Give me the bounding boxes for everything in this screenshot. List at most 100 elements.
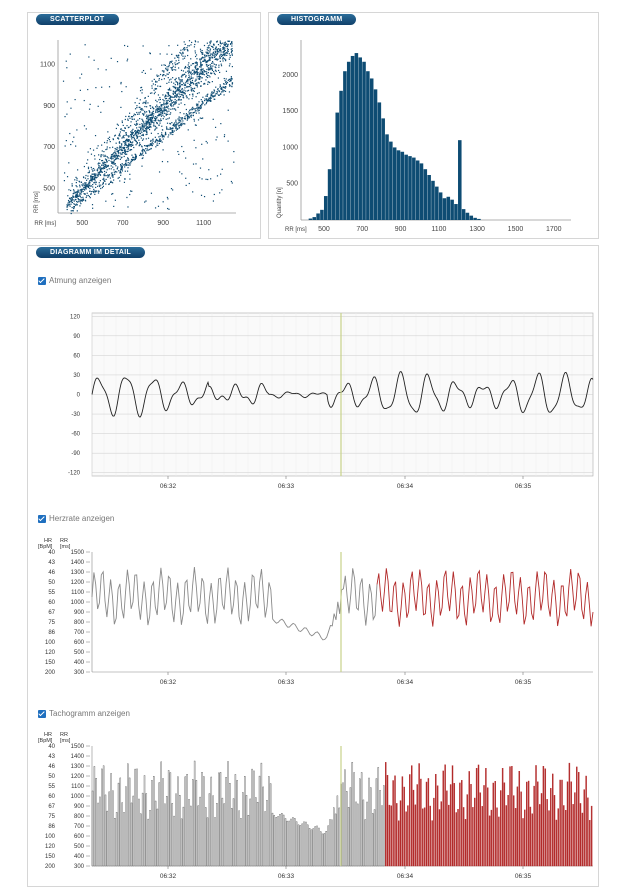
scatter-point (182, 92, 184, 94)
scatter-point (94, 180, 96, 182)
scatter-point (97, 175, 99, 177)
scatter-point (182, 73, 184, 76)
scatter-point (143, 113, 145, 115)
scatter-point (107, 131, 109, 133)
scatter-point (199, 64, 202, 66)
y-tick-label: -90 (71, 451, 80, 457)
hr-tick-label: 120 (45, 650, 56, 656)
scatter-point (116, 123, 118, 125)
scatter-point (210, 66, 212, 68)
scatter-point (169, 103, 171, 105)
scatter-point (152, 125, 155, 127)
tachogram-bar (180, 818, 183, 867)
scatter-point (151, 117, 153, 119)
scatter-point (90, 179, 92, 181)
scatter-point (68, 202, 71, 204)
tachogram-bar (260, 762, 263, 867)
scatter-point (117, 158, 119, 160)
scatter-point (203, 57, 205, 59)
scatter-point (89, 190, 91, 192)
tachogram-bar (130, 802, 133, 867)
scatter-point (144, 125, 146, 127)
scatter-point (175, 60, 177, 62)
scatter-point (180, 99, 182, 101)
scatter-point (139, 106, 141, 109)
scatter-point (72, 199, 74, 201)
scatter-point (70, 197, 73, 199)
scatter-point (163, 74, 165, 76)
scatter-point (215, 139, 217, 141)
scatter-point (135, 122, 138, 124)
tachogram-bar (292, 817, 294, 867)
scatter-point (218, 64, 220, 66)
scatter-point (211, 95, 214, 97)
scatter-point (212, 65, 214, 67)
scatter-point (177, 54, 180, 56)
tachogram-bar (299, 825, 302, 867)
tachogram-checkbox[interactable]: Tachogramm anzeigen (38, 709, 130, 718)
scatter-point (129, 117, 131, 119)
tachogram-bar (507, 794, 509, 867)
scatter-point (167, 95, 169, 97)
scatter-point (126, 153, 128, 155)
scatter-point (132, 141, 134, 143)
scatter-point (131, 116, 133, 118)
checkbox-checked-icon[interactable] (38, 709, 46, 718)
scatter-point (158, 113, 161, 115)
scatter-point (110, 172, 113, 174)
scatter-point (194, 50, 196, 52)
scatter-point (94, 158, 96, 160)
scatter-point (179, 51, 181, 54)
scatter-point (185, 177, 187, 179)
scatter-point (90, 174, 92, 177)
scatter-point (166, 70, 168, 72)
scatter-point (192, 95, 194, 97)
scatter-point (79, 205, 81, 207)
respiration-checkbox[interactable]: Atmung anzeigen (38, 276, 111, 285)
scatter-point (127, 140, 129, 143)
scatter-point (79, 189, 81, 191)
scatter-point (213, 43, 215, 45)
tachogram-bar (572, 804, 574, 867)
scatter-point (219, 49, 221, 51)
tachogram-bar (566, 781, 569, 867)
scatter-point (226, 46, 229, 48)
scatter-point (198, 82, 200, 84)
scatter-point (101, 187, 104, 189)
scatter-point (171, 99, 173, 101)
scatter-point (120, 106, 122, 109)
x-tick-label: 900 (157, 220, 169, 227)
scatter-point (142, 157, 144, 159)
scatter-point (106, 142, 108, 144)
scatter-point (143, 114, 145, 116)
rr-tick-label: 500 (74, 844, 85, 850)
tachogram-bar (327, 825, 329, 867)
scatter-point (220, 49, 222, 52)
scatter-point (155, 108, 157, 111)
tachogram-bar (514, 808, 517, 867)
scatter-point (189, 83, 191, 86)
hr-tick-label: 43 (48, 560, 55, 566)
scatter-point (220, 53, 222, 55)
checkbox-checked-icon[interactable] (38, 514, 46, 523)
scatter-point (140, 145, 143, 147)
scatter-point (184, 84, 187, 86)
scatter-point (66, 101, 68, 103)
scatter-point (196, 68, 198, 70)
checkbox-checked-icon[interactable] (38, 276, 46, 285)
scatter-point (88, 108, 91, 110)
scatter-point (131, 190, 133, 192)
tachogram-bar (97, 802, 99, 867)
scatter-point (127, 118, 129, 120)
heartrate-checkbox[interactable]: Herzrate anzeigen (38, 514, 114, 523)
tachogram-bar (479, 792, 482, 867)
scatter-point (119, 172, 121, 174)
scatter-point (125, 161, 127, 163)
scatter-point (111, 158, 113, 160)
scatter-point (172, 92, 174, 95)
scatter-point (180, 76, 183, 78)
tachogram-bar (568, 762, 571, 867)
tachogram-bar (110, 773, 112, 867)
scatter-point (97, 105, 99, 107)
scatter-point (160, 119, 162, 122)
